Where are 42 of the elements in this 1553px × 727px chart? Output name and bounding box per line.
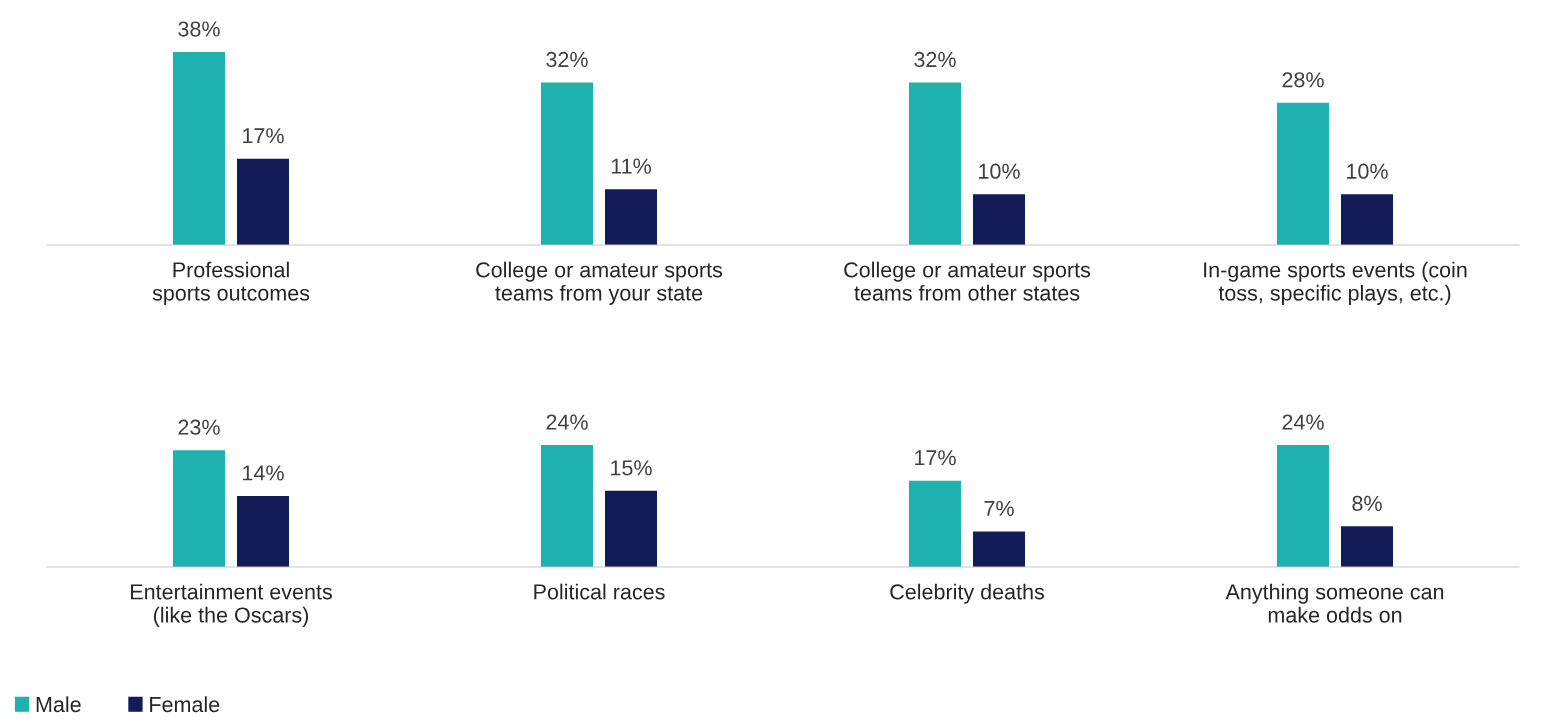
bar [1341,194,1393,245]
bar [909,82,961,245]
data-label: 28% [1282,72,1324,88]
data-label: 10% [1347,163,1388,179]
data-label: 38% [178,21,220,37]
data-label: 10% [979,163,1020,179]
data-label: 24% [546,414,588,430]
bar [1341,526,1393,567]
bar [909,480,961,567]
bar [973,194,1025,245]
x-tick-label: Political races [534,583,665,600]
data-label: 17% [243,128,284,144]
data-label: 11% [611,158,651,174]
bar [541,82,593,245]
data-label: 14% [243,465,284,481]
bar [1277,445,1329,567]
data-label: 7% [984,500,1014,516]
legend-label: Female [150,696,220,713]
data-label: 23% [178,419,220,435]
bar [541,445,593,567]
x-tick-label: College or amateur sports teams from your state [476,261,723,305]
bar [173,52,225,245]
x-tick-label: Anything someone can make odds on [1225,583,1444,623]
data-label: 8% [1352,495,1382,511]
bar [605,490,657,567]
legend-label: Male [36,696,81,713]
x-tick-label: Celebrity deaths [890,583,1045,604]
bar [605,189,657,245]
data-label: 32% [546,51,588,68]
x-tick-label: In-game sports events (coin toss, specific plays, etc.) [1204,261,1467,305]
bar [173,450,225,567]
bar [237,158,289,245]
bar [1277,102,1329,245]
data-label: 24% [1282,414,1324,430]
x-tick-label: College or amateur sports teams from other states [844,261,1091,301]
bar [973,531,1025,567]
data-label: 17% [915,450,956,466]
x-tick-label: Professional sports outcomes [152,261,310,305]
data-label: 15% [611,460,652,476]
bar [237,495,289,567]
x-tick-label: Entertainment events (like the Oscars) [131,583,332,627]
data-label: 32% [914,51,956,68]
